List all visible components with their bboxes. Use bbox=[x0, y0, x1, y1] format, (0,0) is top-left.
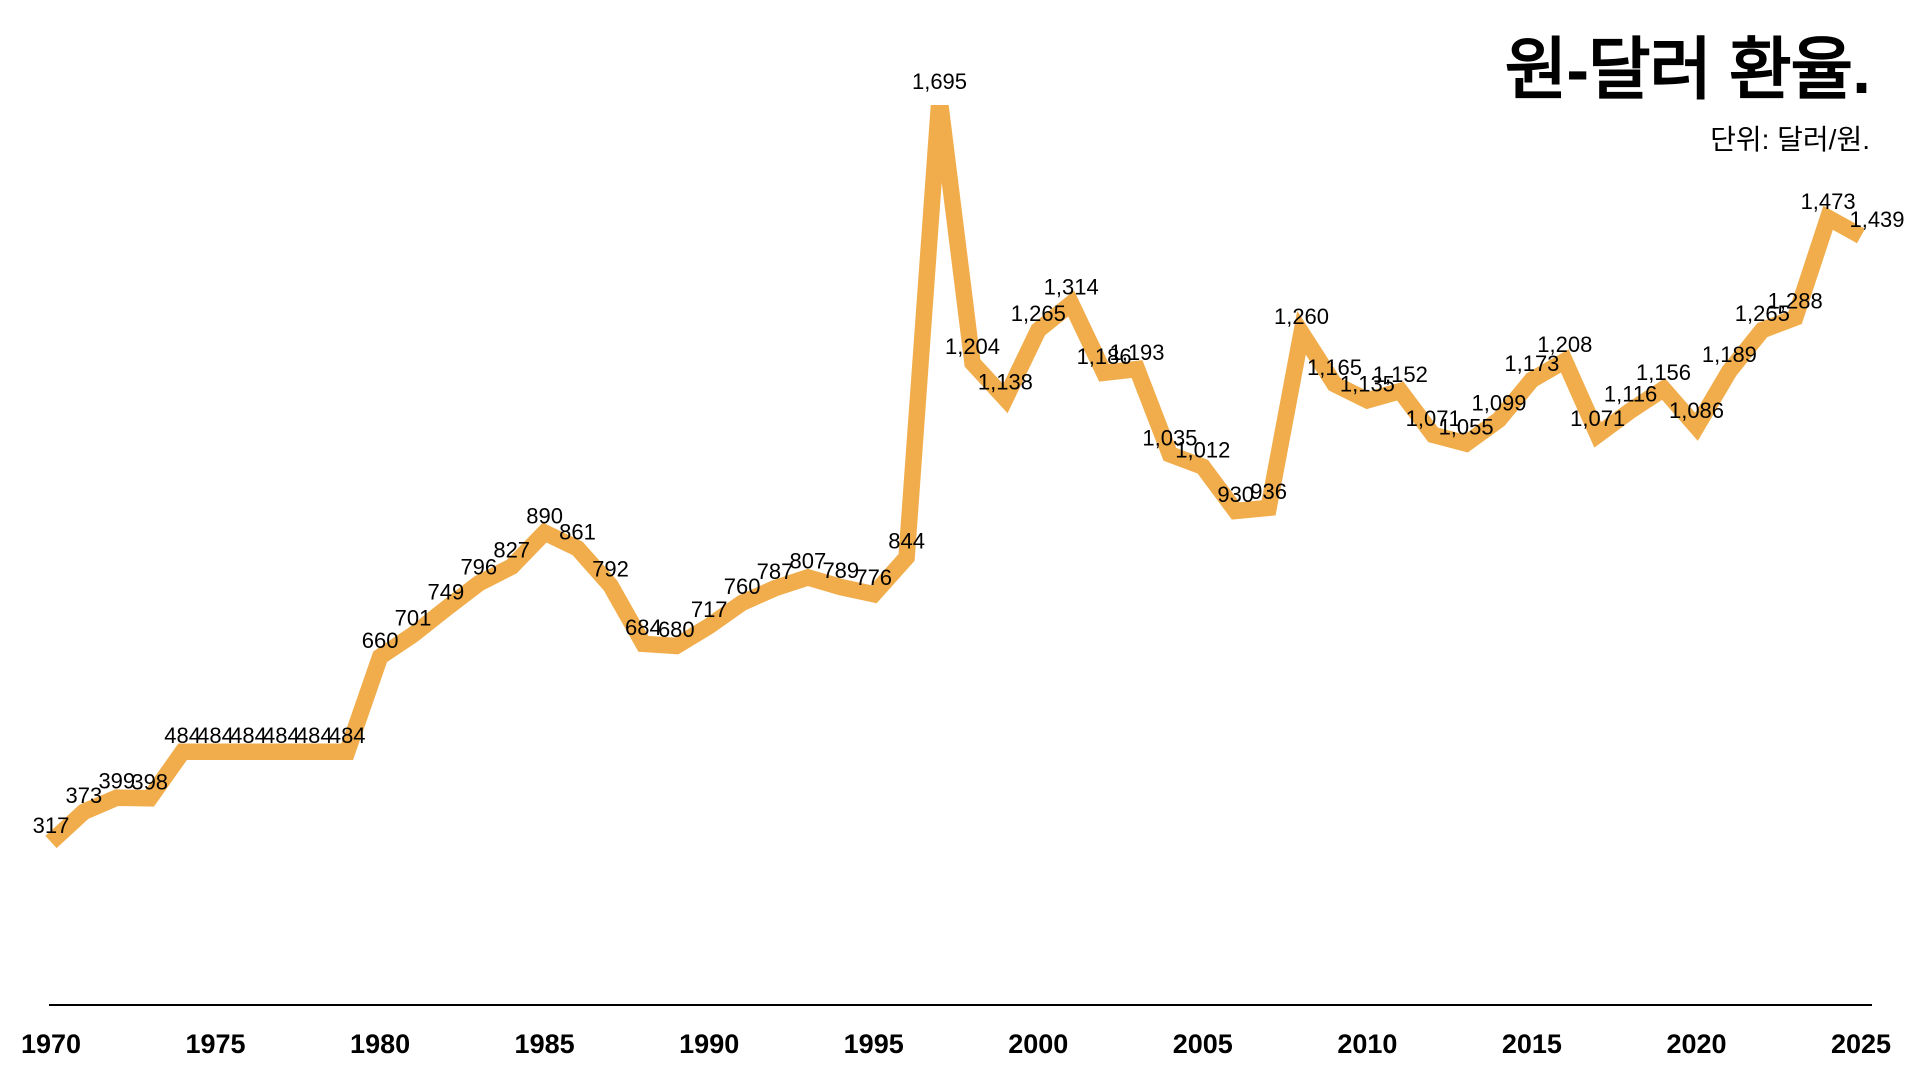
x-axis-tick-1995: 1995 bbox=[844, 1029, 904, 1059]
data-label-2002: 1,186 bbox=[1077, 344, 1132, 369]
x-axis-tick-2025: 2025 bbox=[1831, 1029, 1891, 1059]
data-label-1992: 787 bbox=[757, 559, 794, 584]
data-label-1987: 792 bbox=[592, 557, 629, 582]
data-label-1973: 398 bbox=[131, 769, 168, 794]
data-label-2023: 1,288 bbox=[1768, 289, 1823, 314]
data-label-1993: 807 bbox=[790, 548, 827, 573]
data-label-1982: 749 bbox=[428, 580, 465, 605]
data-label-2022: 1,265 bbox=[1735, 301, 1790, 326]
data-label-1970: 317 bbox=[33, 813, 70, 838]
data-label-1983: 796 bbox=[460, 554, 497, 579]
data-label-1995: 776 bbox=[855, 565, 892, 590]
data-label-1976: 484 bbox=[230, 723, 267, 748]
data-label-1996: 844 bbox=[888, 528, 925, 553]
data-label-2017: 1,071 bbox=[1570, 406, 1625, 431]
data-label-1984: 827 bbox=[493, 538, 530, 563]
data-label-1994: 789 bbox=[822, 558, 859, 583]
data-label-2005: 1,012 bbox=[1175, 438, 1230, 463]
data-label-2016: 1,208 bbox=[1537, 332, 1592, 357]
data-label-2010: 1,135 bbox=[1340, 371, 1395, 396]
x-axis-tick-2015: 2015 bbox=[1502, 1029, 1562, 1059]
data-label-1972: 399 bbox=[98, 769, 135, 794]
x-axis-tick-1975: 1975 bbox=[185, 1029, 245, 1059]
line-layer bbox=[45, 105, 1866, 849]
data-label-2019: 1,156 bbox=[1636, 360, 1691, 385]
x-axis-tick-1970: 1970 bbox=[21, 1029, 81, 1059]
data-label-2011: 1,152 bbox=[1373, 362, 1428, 387]
data-label-2015: 1,173 bbox=[1504, 351, 1559, 376]
data-label-1979: 484 bbox=[329, 723, 366, 748]
data-label-2024: 1,473 bbox=[1801, 189, 1856, 214]
data-label-1971: 373 bbox=[66, 783, 103, 808]
data-label-1974: 484 bbox=[164, 723, 201, 748]
x-axis-tick-2000: 2000 bbox=[1008, 1029, 1068, 1059]
data-label-2007: 936 bbox=[1250, 479, 1287, 504]
data-label-1991: 760 bbox=[724, 574, 761, 599]
data-label-1975: 484 bbox=[197, 723, 234, 748]
data-label-2020: 1,086 bbox=[1669, 398, 1724, 423]
data-label-2001: 1,314 bbox=[1044, 275, 1099, 300]
data-label-2009: 1,165 bbox=[1307, 355, 1362, 380]
chart-title: 원-달러 환율. bbox=[1504, 32, 1871, 108]
chart-header: 원-달러 환율. 단위: 달러/원. bbox=[1504, 32, 1871, 158]
x-axis: 1970 1975 1980 1985 1990 1995 2000 2005 2010 2015… bbox=[21, 1004, 1891, 1059]
data-label-2008: 1,260 bbox=[1274, 304, 1329, 329]
data-label-2025: 1,439 bbox=[1849, 207, 1904, 232]
data-label-1981: 701 bbox=[395, 606, 432, 631]
x-axis-tick-1985: 1985 bbox=[515, 1029, 575, 1059]
x-axis-tick-2005: 2005 bbox=[1173, 1029, 1233, 1059]
data-label-2004: 1,035 bbox=[1142, 425, 1197, 450]
x-axis-tick-1980: 1980 bbox=[350, 1029, 410, 1059]
data-label-1999: 1,138 bbox=[978, 370, 1033, 395]
data-label-1997: 1,695 bbox=[912, 69, 967, 94]
data-label-1985: 890 bbox=[526, 504, 563, 529]
x-axis-tick-2010: 2010 bbox=[1337, 1029, 1397, 1059]
data-label-1980: 660 bbox=[362, 628, 399, 653]
exchange-rate-line bbox=[45, 105, 1866, 849]
data-label-2000: 1,265 bbox=[1011, 301, 1066, 326]
data-label-2018: 1,116 bbox=[1604, 382, 1657, 407]
data-label-2006: 930 bbox=[1217, 482, 1254, 507]
data-label-2021: 1,189 bbox=[1702, 342, 1757, 367]
data-label-layer: 3173733993984844844844844844846607017497… bbox=[33, 69, 1905, 838]
data-label-2013: 1,055 bbox=[1439, 415, 1494, 440]
data-label-2014: 1,099 bbox=[1471, 391, 1526, 416]
data-label-2003: 1,193 bbox=[1109, 340, 1164, 365]
data-label-1990: 717 bbox=[691, 597, 728, 622]
data-label-1986: 861 bbox=[559, 519, 596, 544]
data-label-1978: 484 bbox=[296, 723, 333, 748]
data-label-1998: 1,204 bbox=[945, 334, 1000, 359]
data-label-1977: 484 bbox=[263, 723, 300, 748]
chart-unit-label: 단위: 달러/원. bbox=[1710, 124, 1870, 155]
data-label-2012: 1,071 bbox=[1406, 406, 1461, 431]
data-label-1988: 684 bbox=[625, 615, 662, 640]
data-label-1989: 680 bbox=[658, 617, 695, 642]
x-axis-tick-2020: 2020 bbox=[1666, 1029, 1726, 1059]
x-axis-tick-1990: 1990 bbox=[679, 1029, 739, 1059]
